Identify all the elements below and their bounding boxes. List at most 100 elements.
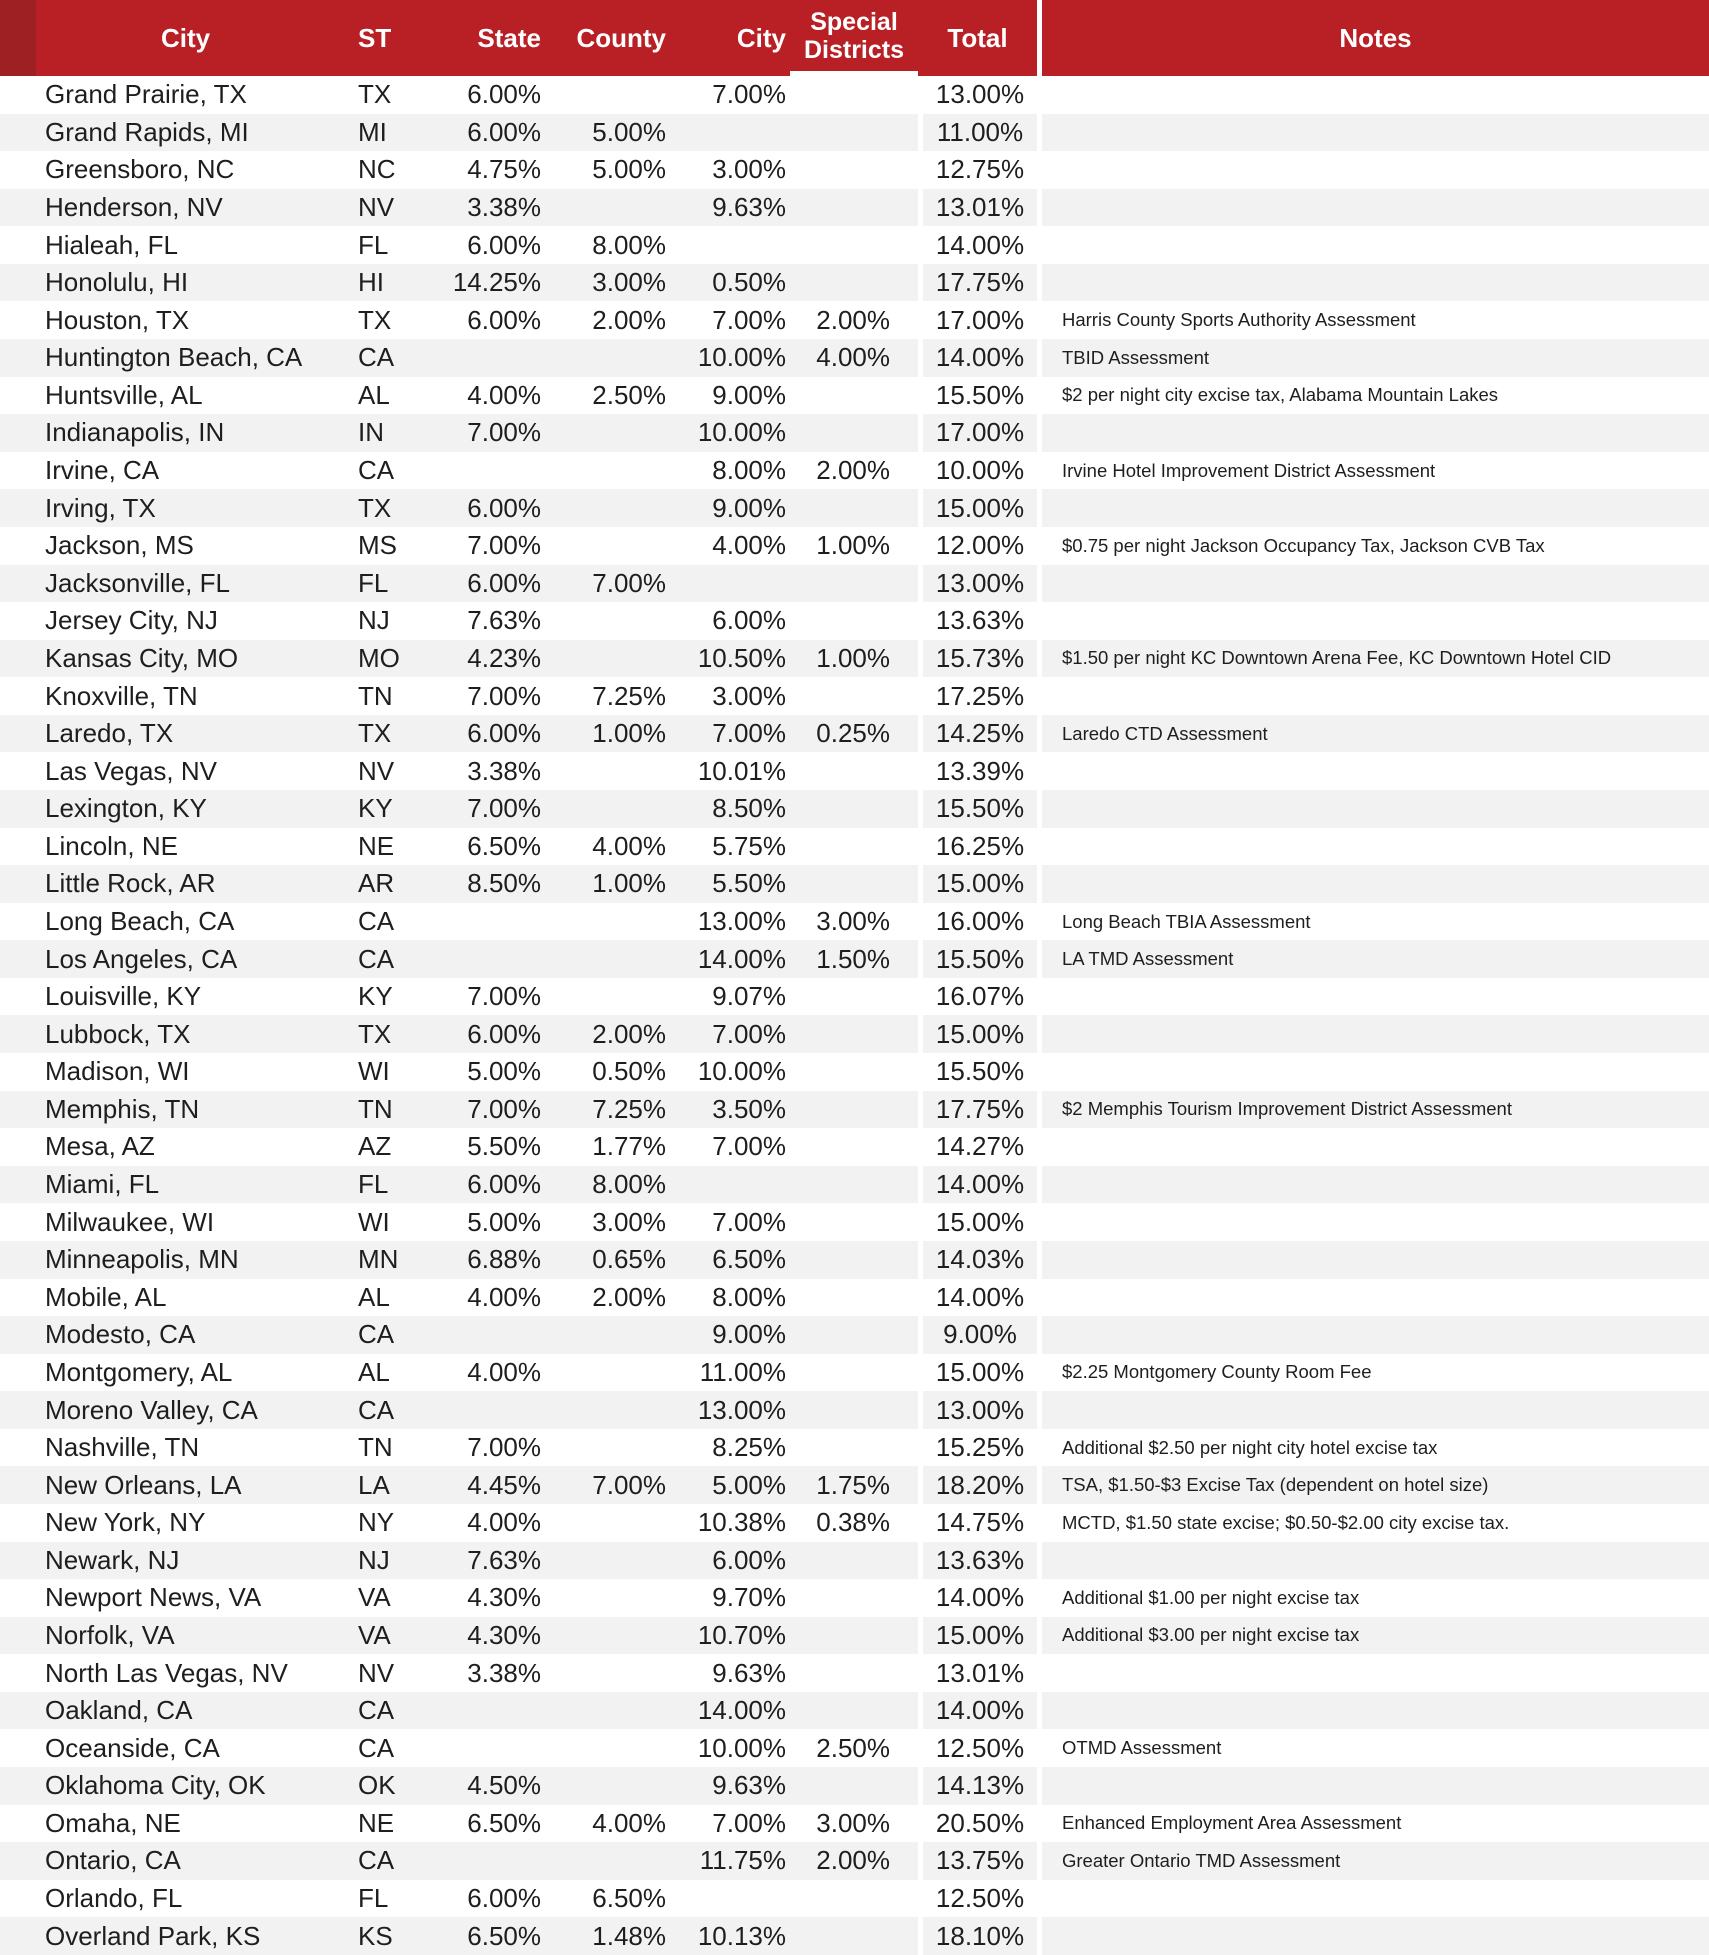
cell-total-rate: 20.50% xyxy=(918,1804,1042,1843)
cell-city-rate: 10.70% xyxy=(697,1619,786,1650)
cell-total-rate: 15.73% xyxy=(918,639,1042,678)
cell-state-rate: 5.00% xyxy=(467,1206,541,1237)
cell-state-rate xyxy=(430,903,545,941)
table-row: Memphis, TN TN 7.00% 7.25% 3.50% 17.75% $2 Mem… xyxy=(0,1090,1709,1129)
cell-state-rate: 7.00% xyxy=(467,530,541,561)
column-header-special-districts[interactable]: Special Districts xyxy=(790,0,918,76)
cell-special-districts-rate: 4.00% xyxy=(816,342,890,373)
cell-state-rate: 6.00% xyxy=(467,1018,541,1049)
cell-city-name: Lubbock, TX xyxy=(45,1018,191,1049)
cell-state-abbr: TN xyxy=(358,680,393,711)
cell-city-name: Mobile, AL xyxy=(45,1281,167,1312)
column-header-city-name[interactable]: City xyxy=(160,22,211,53)
cell-total-rate: 13.63% xyxy=(918,1541,1042,1580)
cell-total-rate: 14.00% xyxy=(918,1165,1042,1204)
cell-city-rate xyxy=(670,1166,790,1204)
cell-city-name: Orlando, FL xyxy=(45,1883,183,1914)
cell-city-rate xyxy=(670,226,790,264)
cell-city-name: Greensboro, NC xyxy=(45,154,235,185)
cell-county-rate xyxy=(545,1617,670,1655)
cell-notes xyxy=(1042,1053,1709,1091)
cell-special-districts-rate xyxy=(790,828,918,866)
cell-total-rate: 13.63% xyxy=(918,602,1042,640)
cell-city-name: New Orleans, LA xyxy=(45,1469,242,1500)
column-header-county-rate[interactable]: County xyxy=(576,22,666,53)
cell-notes xyxy=(1042,677,1709,715)
cell-county-rate: 4.00% xyxy=(592,830,666,861)
cell-state-abbr: CA xyxy=(358,1732,395,1763)
cell-city-name: Newport News, VA xyxy=(45,1582,262,1613)
table-row: Newark, NJ NJ 7.63% 6.00% 13.63% xyxy=(0,1541,1709,1580)
column-header-state-rate[interactable]: State xyxy=(477,22,541,53)
column-header-notes[interactable]: Notes xyxy=(1339,22,1412,53)
table-header-row: City ST State County City Special Distri… xyxy=(0,0,1709,76)
cell-notes xyxy=(1042,151,1709,189)
cell-county-rate xyxy=(545,1729,670,1767)
cell-city-rate: 7.00% xyxy=(712,718,786,749)
cell-state-rate: 3.38% xyxy=(467,192,541,223)
cell-total-rate: 14.25% xyxy=(918,714,1042,753)
cell-notes xyxy=(1042,114,1709,152)
table-row: Hialeah, FL FL 6.00% 8.00% 14.00% xyxy=(0,226,1709,264)
table-row: Nashville, TN TN 7.00% 8.25% 15.25% Additiona… xyxy=(0,1428,1709,1467)
table-row: Henderson, NV NV 3.38% 9.63% 13.01% xyxy=(0,188,1709,227)
table-row: Las Vegas, NV NV 3.38% 10.01% 13.39% xyxy=(0,752,1709,790)
cell-state-rate: 6.00% xyxy=(467,79,541,110)
cell-notes xyxy=(1042,489,1709,527)
cell-city-name: Moreno Valley, CA xyxy=(45,1394,258,1425)
cell-county-rate xyxy=(545,189,670,227)
cell-county-rate: 4.00% xyxy=(592,1807,666,1838)
cell-state-rate: 4.00% xyxy=(467,1356,541,1387)
cell-city-rate: 4.00% xyxy=(712,530,786,561)
cell-city-rate xyxy=(670,114,790,152)
cell-state-rate xyxy=(430,1391,545,1429)
cell-special-districts-rate xyxy=(790,76,918,114)
cell-special-districts-rate xyxy=(790,790,918,828)
cell-special-districts-rate xyxy=(790,677,918,715)
cell-state-abbr: FL xyxy=(358,1169,389,1200)
cell-city-name: Houston, TX xyxy=(45,304,190,335)
table-row: Huntington Beach, CA CA 10.00% 4.00% 14.00% T… xyxy=(0,339,1709,377)
cell-city-name: Lincoln, NE xyxy=(45,830,178,861)
cell-state-rate: 6.00% xyxy=(467,492,541,523)
cell-total-rate: 14.27% xyxy=(918,1128,1042,1166)
cell-special-districts-rate xyxy=(790,1880,918,1918)
cell-notes: $2 Memphis Tourism Improvement District … xyxy=(1062,1098,1512,1120)
cell-city-rate: 6.50% xyxy=(712,1244,786,1275)
column-header-city-rate[interactable]: City xyxy=(736,22,786,53)
cell-city-rate: 10.01% xyxy=(697,755,786,786)
column-header-state-abbr[interactable]: ST xyxy=(358,22,392,53)
cell-city-rate: 6.00% xyxy=(712,605,786,636)
cell-city-rate: 7.00% xyxy=(712,1018,786,1049)
cell-city-rate: 8.00% xyxy=(712,455,786,486)
cell-state-rate: 7.63% xyxy=(467,1544,541,1575)
cell-state-rate: 4.75% xyxy=(467,154,541,185)
cell-city-rate: 3.00% xyxy=(712,680,786,711)
cell-state-rate: 7.00% xyxy=(467,1432,541,1463)
cell-county-rate: 2.50% xyxy=(592,379,666,410)
cell-notes xyxy=(1042,1542,1709,1580)
cell-special-districts-rate xyxy=(790,1654,918,1692)
table-row: Miami, FL FL 6.00% 8.00% 14.00% xyxy=(0,1165,1709,1204)
cell-city-name: Louisville, KY xyxy=(45,981,202,1012)
cell-city-rate: 13.00% xyxy=(697,906,786,936)
cell-city-name: Overland Park, KS xyxy=(45,1920,261,1951)
cell-city-name: Grand Rapids, MI xyxy=(45,116,249,147)
table-row: Jackson, MS MS 7.00% 4.00% 1.00% 12.00% $0.75 … xyxy=(0,526,1709,565)
cell-state-abbr: CA xyxy=(358,1695,395,1726)
cell-notes xyxy=(1042,1203,1709,1241)
table-row: Lubbock, TX TX 6.00% 2.00% 7.00% 15.00% xyxy=(0,1015,1709,1054)
cell-special-districts-rate xyxy=(790,1917,918,1955)
cell-state-abbr: HI xyxy=(358,267,384,298)
cell-state-abbr: MO xyxy=(358,642,400,673)
cell-state-rate: 6.50% xyxy=(467,1920,541,1951)
column-header-total[interactable]: Total xyxy=(918,0,1042,76)
cell-city-name: Jersey City, NJ xyxy=(45,605,218,636)
cell-city-name: Huntsville, AL xyxy=(45,379,203,410)
cell-city-rate: 7.00% xyxy=(712,1131,786,1162)
cell-state-abbr: TN xyxy=(358,1093,393,1124)
cell-notes xyxy=(1042,1316,1709,1354)
cell-county-rate xyxy=(545,1391,670,1429)
cell-state-rate: 7.00% xyxy=(467,417,541,448)
cell-county-rate xyxy=(545,752,670,790)
